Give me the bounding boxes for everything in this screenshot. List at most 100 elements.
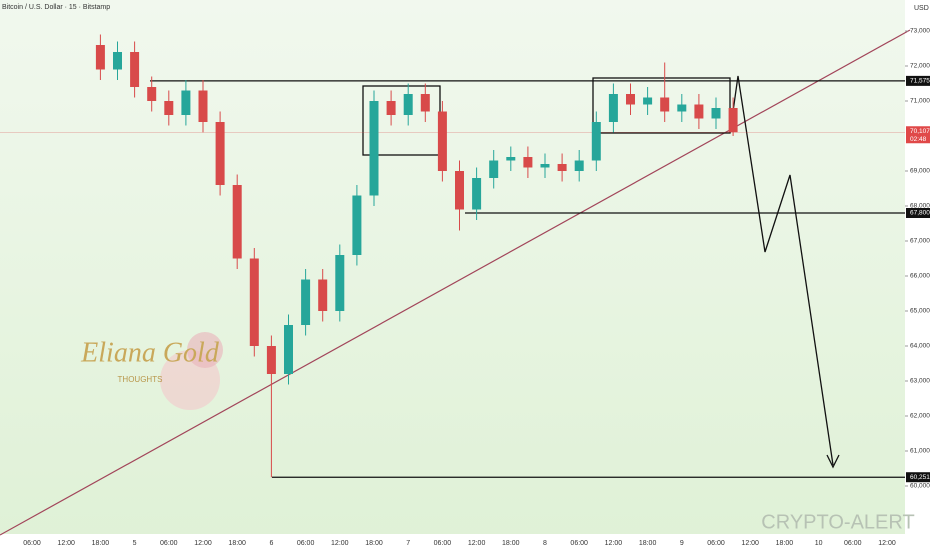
candle-body: [455, 171, 464, 210]
candle-body: [147, 87, 157, 101]
candle-body: [386, 101, 396, 115]
y-tick-label: 65,000: [910, 308, 930, 315]
x-tick-label: 06:00: [844, 540, 862, 547]
candle-body: [403, 94, 413, 115]
candle-body: [113, 52, 122, 70]
candle-body: [523, 157, 533, 168]
projection-path: [729, 75, 834, 466]
x-tick-label: 7: [406, 540, 410, 547]
level-badge: [906, 208, 930, 218]
candle-body: [574, 160, 584, 171]
candle-body: [266, 346, 276, 374]
candle-body: [591, 122, 601, 161]
x-tick-label: 12:00: [468, 540, 486, 547]
candle-body: [369, 101, 379, 196]
x-tick-label: 06:00: [707, 540, 725, 547]
arrow-head: [826, 454, 840, 469]
candle-body: [249, 258, 259, 346]
candle-body: [728, 108, 738, 133]
time-axis: [0, 534, 905, 549]
x-tick-label: 8: [543, 540, 547, 547]
candle-body: [608, 94, 618, 122]
candle-body: [198, 90, 208, 122]
x-tick-label: 06:00: [434, 540, 452, 547]
candle-body: [660, 97, 670, 112]
y-tick-label: 72,000: [910, 63, 930, 70]
x-tick-label: 10: [815, 540, 823, 547]
candle-body: [677, 104, 687, 112]
candle-body: [472, 178, 482, 210]
x-tick-label: 06:00: [23, 540, 41, 547]
level-label: 67,800: [910, 210, 930, 217]
y-tick-label: 60,000: [910, 483, 930, 490]
candle-body: [506, 157, 516, 161]
watermark-tagline: THOUGHTS: [118, 375, 163, 384]
candle-body: [540, 164, 550, 168]
y-tick-label: 62,000: [910, 413, 930, 420]
candle-body: [215, 122, 225, 185]
candle-body: [95, 45, 105, 70]
x-tick-label: 12:00: [605, 540, 623, 547]
candle-body: [626, 94, 635, 105]
candle-body: [437, 111, 447, 171]
y-tick-label: 67,000: [910, 238, 930, 245]
watermark-name: Eliana Gold: [80, 337, 220, 368]
candle-body: [232, 185, 242, 259]
flower-decoration: [187, 332, 223, 368]
x-tick-label: 12:00: [741, 540, 759, 547]
candle-body: [164, 101, 174, 115]
candle-body: [694, 104, 704, 119]
candle-body: [335, 255, 345, 311]
candle-body: [130, 52, 140, 87]
y-tick-label: 64,000: [910, 343, 930, 350]
candle-body: [557, 164, 567, 171]
x-tick-label: 6: [269, 540, 273, 547]
y-tick-label: 73,000: [910, 28, 930, 35]
y-tick-label: 66,000: [910, 273, 930, 280]
last-price-label: 70,107: [910, 128, 930, 135]
x-tick-label: 18:00: [365, 540, 383, 547]
candle-body: [643, 97, 653, 105]
y-tick-label: 63,000: [910, 378, 930, 385]
candle-body: [352, 195, 362, 255]
x-tick-label: 18:00: [776, 540, 794, 547]
currency: USD: [914, 5, 929, 12]
brand: CRYPTO-ALERT: [761, 511, 914, 533]
x-tick-label: 9: [680, 540, 684, 547]
x-tick-label: 18:00: [92, 540, 110, 547]
x-tick-label: 12:00: [194, 540, 212, 547]
trendline: [0, 29, 911, 536]
last-price-badge: [906, 126, 930, 144]
range-box: [592, 77, 731, 134]
candle-body: [284, 325, 293, 374]
chart-title: Bitcoin / U.S. Dollar · 15 · Bitstamp: [2, 4, 110, 11]
watermark: Eliana Gold THOUGHTS CRYPTO-ALERT: [80, 332, 915, 533]
x-tick-label: 18:00: [639, 540, 657, 547]
level-badge: [906, 75, 930, 86]
candle-body: [318, 279, 328, 311]
x-tick-label: 18:00: [502, 540, 520, 547]
candle-body: [711, 108, 721, 119]
price-axis: [905, 0, 930, 549]
y-tick-label: 71,000: [910, 98, 930, 105]
candle-body: [489, 160, 499, 178]
candle-body: [181, 90, 191, 115]
x-tick-label: 12:00: [878, 540, 896, 547]
candle-body: [301, 279, 311, 325]
level-badge: [906, 472, 930, 483]
y-tick-label: 61,000: [910, 448, 930, 455]
x-tick-label: 18:00: [228, 540, 246, 547]
y-tick-label: 68,000: [910, 203, 930, 210]
y-tick-label: 69,000: [910, 168, 930, 175]
candle-body: [420, 94, 430, 112]
x-tick-label: 12:00: [331, 540, 349, 547]
countdown: 02:48: [910, 136, 927, 143]
level-label: 60,251: [910, 474, 930, 481]
x-tick-label: 06:00: [570, 540, 588, 547]
x-tick-label: 5: [133, 540, 137, 547]
level-label: 71,575: [910, 78, 930, 85]
x-tick-label: 06:00: [160, 540, 178, 547]
x-tick-label: 12:00: [57, 540, 75, 547]
